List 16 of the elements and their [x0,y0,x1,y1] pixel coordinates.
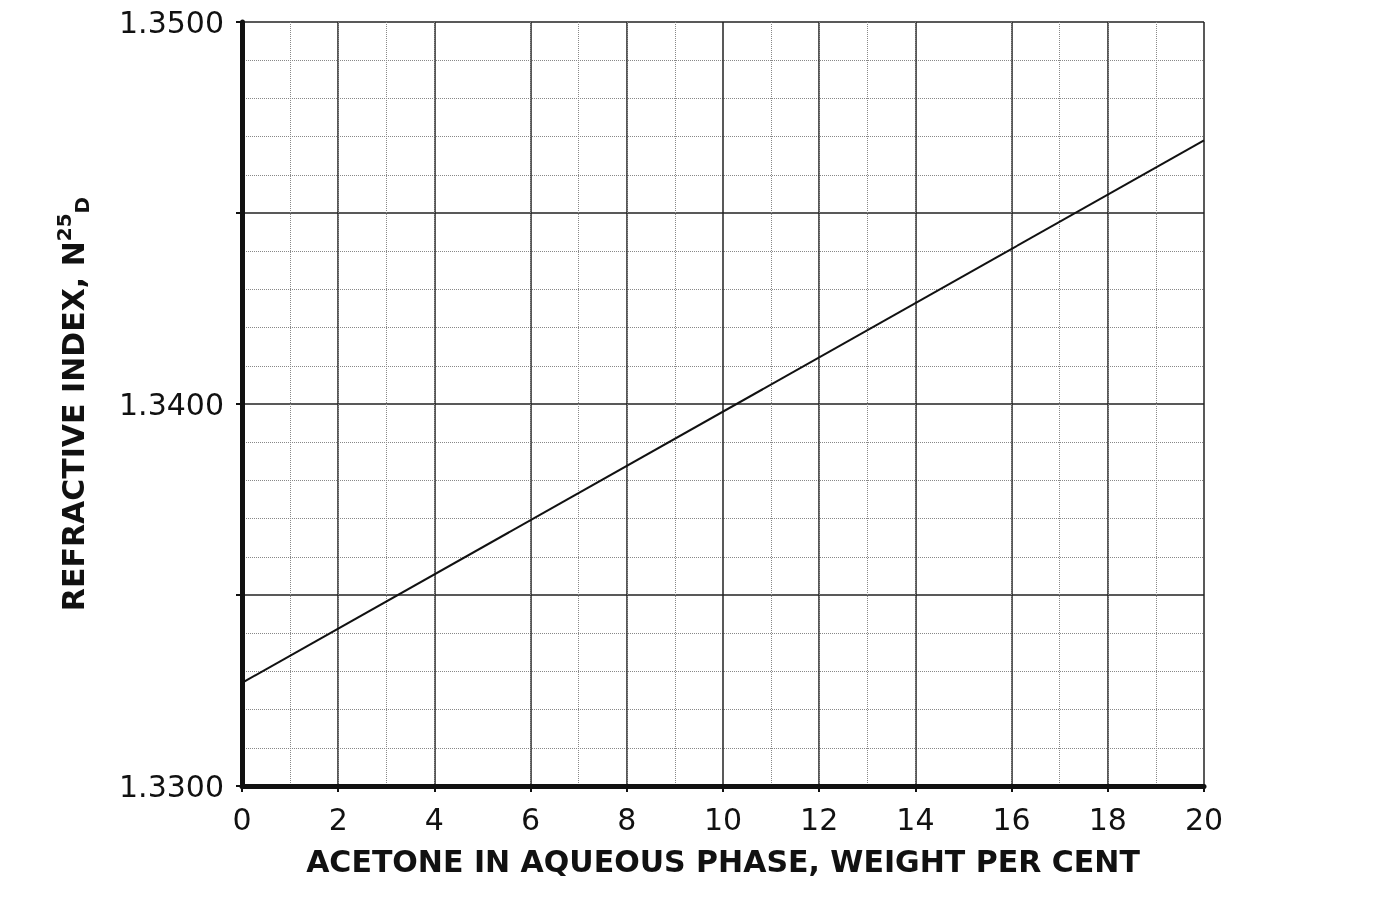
x-tick-label: 18 [1088,801,1127,837]
y-tick-label: 1.3300 [119,768,224,804]
x-tick-label: 20 [1184,801,1224,837]
x-tick-label: 0 [232,801,252,837]
y-tick-label: 1.3400 [119,386,224,422]
x-axis-title: ACETONE IN AQUEOUS PHASE, WEIGHT PER CENT [306,843,1141,879]
y-tick-label: 1.3500 [119,4,224,40]
x-tick-label: 2 [328,801,348,837]
x-tick-label: 14 [896,801,935,837]
x-tick-label: 12 [800,801,839,837]
x-tick-label: 4 [424,801,444,837]
x-tick-label: 8 [617,801,637,837]
x-tick-label: 10 [703,801,743,837]
x-tick-label: 6 [521,801,541,837]
x-tick-label: 16 [992,801,1031,837]
y-axis-title: REFRACTIVE INDEX, N25D [52,196,94,612]
